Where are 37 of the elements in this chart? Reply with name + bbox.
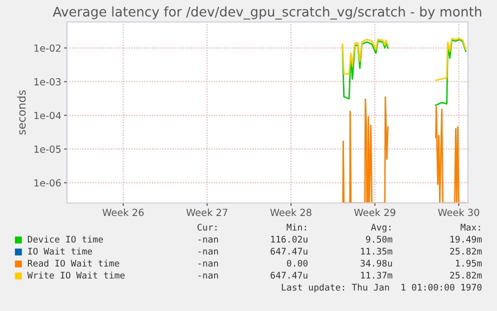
text: Cur: (198, 224, 217, 231)
x-tick-label: Week 26 (102, 208, 144, 216)
x-tick-label: Week 29 (354, 208, 396, 216)
legend-label: Device IO time (28, 236, 103, 243)
text: 11.35m (361, 248, 392, 255)
text: 9.50m (366, 236, 392, 243)
y-tick-label: 1e-04 (34, 112, 61, 120)
text: 34.98u (360, 260, 392, 267)
x-tick-label: Week 30 (438, 208, 480, 216)
text: -nan (198, 273, 218, 279)
text: 11.37m (361, 272, 392, 279)
text: -nan (198, 237, 218, 243)
legend-label: Read IO Wait time (28, 260, 120, 267)
text: 25.82m (450, 248, 482, 255)
y-tick-label: 1e-02 (34, 44, 60, 52)
legend-label: Write IO Wait time (27, 272, 125, 279)
text: Last update: Thu Jan 1 01:00:00 1970 (282, 284, 482, 292)
text: Avg: (371, 224, 390, 232)
text: -nan (198, 249, 218, 255)
legend-label: IO Wait time (28, 248, 92, 255)
text: 1.95m (456, 260, 482, 267)
chart-title: Average latency for /dev/dev_gpu_scratch_vg/scratch - by month (52, 6, 482, 20)
text: 647.47u (270, 248, 308, 255)
text: Max: (460, 224, 480, 231)
y-axis-title: seconds (17, 90, 26, 135)
text: 116.02u (271, 236, 308, 243)
text: -nan (198, 261, 218, 267)
y-tick-label: 1e-06 (34, 179, 61, 187)
y-tick-label: 1e-05 (34, 146, 61, 153)
x-tick-label: Week 27 (186, 208, 228, 216)
text: 0.00 (286, 260, 308, 267)
y-tick-label: 1e-03 (34, 78, 61, 86)
x-tick-label: Week 28 (270, 208, 312, 216)
text: 25.82m (450, 272, 482, 279)
text: 647.47u (270, 272, 308, 279)
text: 19.49m (450, 236, 482, 243)
text: Min: (286, 224, 306, 231)
